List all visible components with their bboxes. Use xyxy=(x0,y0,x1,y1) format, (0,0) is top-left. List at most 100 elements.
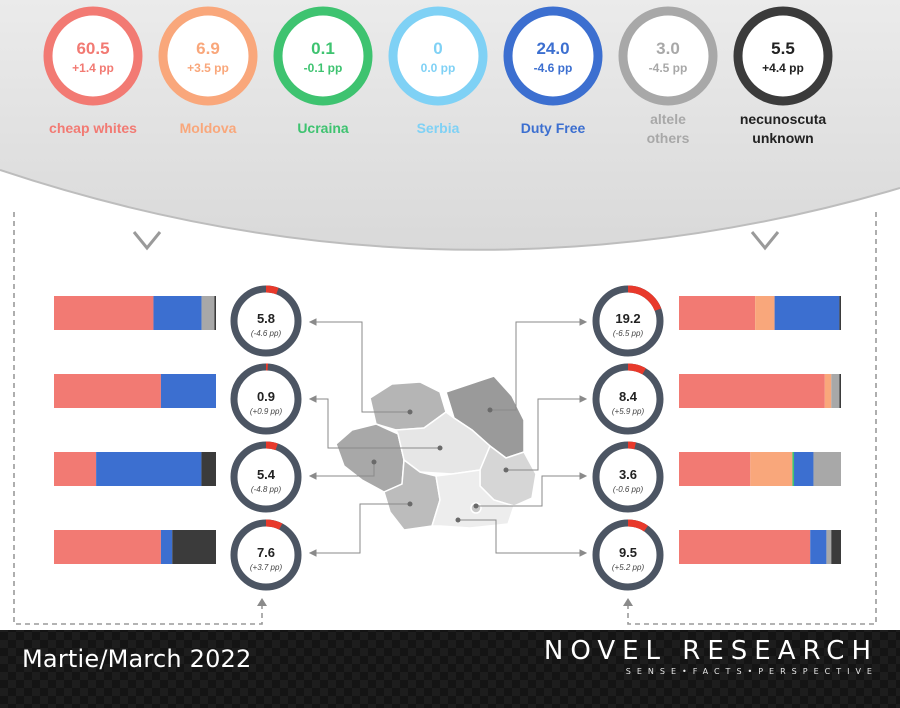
bar-segment xyxy=(153,296,202,330)
chevron-down-left-icon xyxy=(132,231,162,251)
category-change: 0.0 pp xyxy=(421,61,456,75)
arrow-right-icon xyxy=(579,472,588,480)
bar-segment xyxy=(679,452,751,486)
connector-dot xyxy=(487,407,493,413)
category-label: necunoscuta xyxy=(740,111,827,127)
ring-change: (-4.6 pp) xyxy=(251,329,282,338)
category-change: +1.4 pp xyxy=(72,61,114,75)
category-value: 3.0 xyxy=(656,39,680,58)
bar-segment xyxy=(826,530,832,564)
bar-segment xyxy=(54,374,161,408)
bar-segment xyxy=(792,452,795,486)
ring-backdrop xyxy=(592,363,664,435)
arrow-left-icon xyxy=(308,549,317,557)
arrow-left-icon xyxy=(308,472,317,480)
bar-segment xyxy=(679,296,756,330)
ring-backdrop xyxy=(230,363,302,435)
left-region-ring-3: 7.6 (+3.7 pp) xyxy=(230,519,302,591)
ring-share-arc xyxy=(230,441,302,513)
category-value: 6.9 xyxy=(196,39,220,58)
category-label: Duty Free xyxy=(521,120,586,136)
right-region-ring-1: 8.4 (+5.9 pp) xyxy=(592,363,664,435)
connector-line xyxy=(506,398,584,471)
category-label: Serbia xyxy=(417,120,460,136)
ring-change: (-4.8 pp) xyxy=(251,485,282,494)
bar-segment xyxy=(824,374,832,408)
connector-line xyxy=(310,398,440,449)
bar-segment xyxy=(679,530,811,564)
ring-value: 3.6 xyxy=(619,467,637,482)
ring-value: 8.4 xyxy=(619,389,638,404)
category-value: 0.1 xyxy=(311,39,335,58)
bar-segment xyxy=(839,374,841,408)
ring-value: 5.4 xyxy=(257,467,276,482)
left-region-bar-3 xyxy=(54,530,216,564)
left-region-ring-0: 5.8 (-4.6 pp) xyxy=(230,285,302,357)
dashed-frame-right xyxy=(627,212,877,625)
up-arrow-right-icon xyxy=(623,598,633,606)
bar-segment xyxy=(54,296,154,330)
map-region-west xyxy=(335,423,405,493)
category-label: cheap whites xyxy=(49,120,137,136)
ring-value: 0.9 xyxy=(257,389,275,404)
category-ring xyxy=(273,6,373,106)
ring-change: (+3.7 pp) xyxy=(250,563,283,572)
right-region-bar-0 xyxy=(679,296,841,330)
ring-backdrop xyxy=(592,519,664,591)
ring-change: (+0.9 pp) xyxy=(250,407,283,416)
category-change: +3.5 pp xyxy=(187,61,229,75)
ring-change: (-0.6 pp) xyxy=(613,485,644,494)
connector-line xyxy=(476,475,584,507)
left-region-bar-1 xyxy=(54,374,216,408)
connector-dot xyxy=(371,459,377,465)
category-ring xyxy=(388,6,488,106)
bar-segment xyxy=(160,374,216,408)
connector-dot xyxy=(455,517,461,523)
ring-backdrop xyxy=(230,519,302,591)
map-region-south xyxy=(430,469,515,529)
ring-share-arc xyxy=(592,441,664,513)
connector-dot xyxy=(437,445,443,451)
category-ring xyxy=(618,6,718,106)
category-6: 5.5 +4.4 pp necunoscuta unknown xyxy=(733,6,833,146)
ring-change: (-6.5 pp) xyxy=(613,329,644,338)
bar-segment xyxy=(813,452,841,486)
left-region-bar-2 xyxy=(54,452,216,486)
footer-bar xyxy=(0,630,900,708)
up-arrow-left-icon xyxy=(257,598,267,606)
category-value: 0 xyxy=(433,39,442,58)
ring-backdrop xyxy=(592,441,664,513)
ring-backdrop xyxy=(592,285,664,357)
connector-line xyxy=(310,503,410,554)
category-change: +4.4 pp xyxy=(762,61,804,75)
bar-segment xyxy=(774,296,840,330)
bar-segment xyxy=(172,530,216,564)
ring-change: (+5.9 pp) xyxy=(612,407,645,416)
ring-share-arc xyxy=(230,519,302,591)
right-region-ring-3: 9.5 (+5.2 pp) xyxy=(592,519,664,591)
connector-line xyxy=(310,321,410,413)
category-value: 24.0 xyxy=(536,39,569,58)
bar-segment xyxy=(201,296,215,330)
category-2: 0.1 -0.1 pp Ucraina xyxy=(273,6,373,136)
ring-value: 5.8 xyxy=(257,311,275,326)
category-value: 5.5 xyxy=(771,39,795,58)
connector-dot xyxy=(407,501,413,507)
arrow-right-icon xyxy=(579,318,588,326)
bar-segment xyxy=(839,296,841,330)
footer-date: Martie/March 2022 xyxy=(22,645,252,673)
bar-segment xyxy=(160,530,173,564)
category-label: altele xyxy=(650,111,686,127)
ring-change: (+5.2 pp) xyxy=(612,563,645,572)
category-ring xyxy=(733,6,833,106)
category-change: -0.1 pp xyxy=(304,61,343,75)
category-value: 60.5 xyxy=(76,39,109,58)
top-panel-edge xyxy=(0,169,900,251)
bar-segment xyxy=(96,452,202,486)
ring-share-arc xyxy=(592,363,664,435)
bar-segment xyxy=(750,452,793,486)
right-region-bar-3 xyxy=(679,530,841,564)
bar-segment xyxy=(679,374,825,408)
connector-dot xyxy=(503,467,509,473)
